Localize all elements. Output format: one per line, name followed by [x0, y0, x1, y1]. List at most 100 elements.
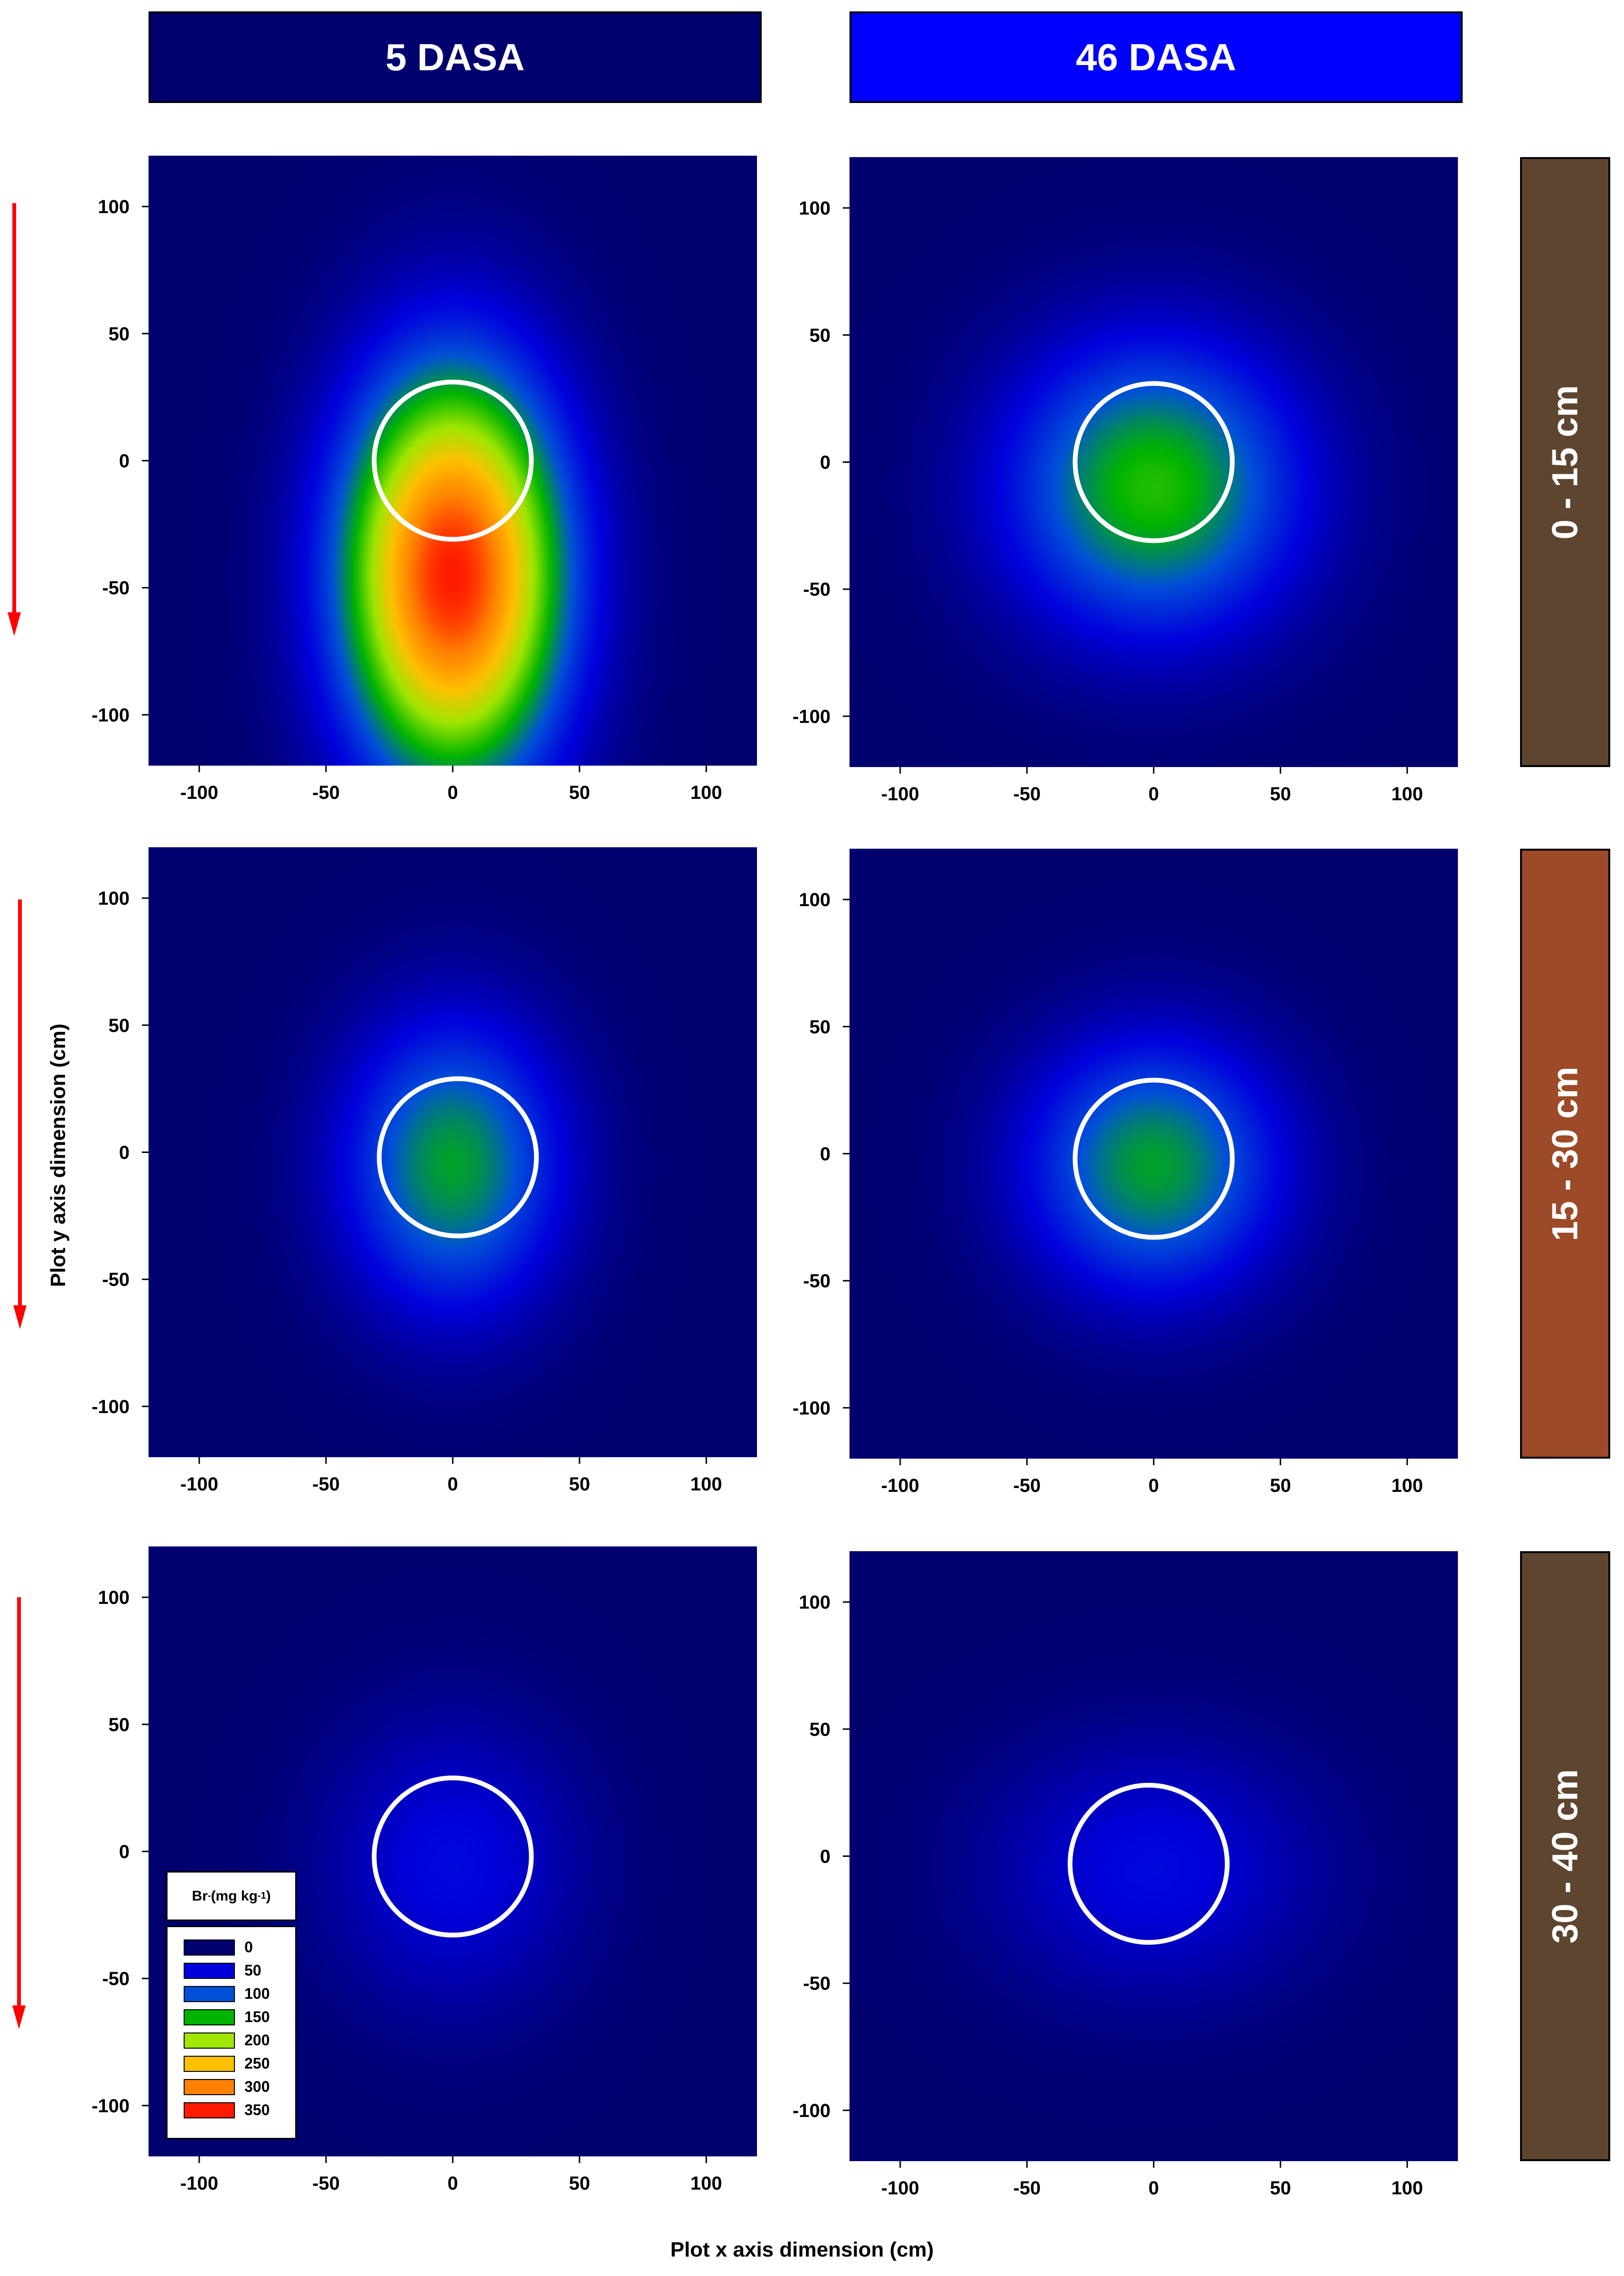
depth-box-0-15: 0 - 15 cm — [1520, 157, 1610, 767]
legend-swatch — [184, 1939, 235, 1956]
depth-label: 30 - 40 cm — [1545, 1769, 1586, 1944]
heatmap-panel-46dasa-0-15: -100 -50 0 50 100 100 50 0 -50 -100 — [793, 157, 1458, 805]
x-tick-label: -100 — [180, 2173, 218, 2194]
x-tick-label: 100 — [691, 2173, 722, 2194]
x-tick-label: -50 — [312, 2173, 340, 2194]
legend-title-unit-exponent: -1 — [257, 1891, 266, 1901]
color-legend: Br - (mg kg -1) 0 50 100 150 200 250 300 3… — [166, 1871, 297, 2139]
x-tick-label: 50 — [1270, 2178, 1291, 2199]
y-tick-label: 100 — [799, 890, 831, 910]
down-arrow-icon — [12, 1597, 26, 2029]
sampling-ring — [1067, 1782, 1230, 1945]
legend-label: 0 — [244, 1939, 253, 1956]
sampling-ring — [372, 379, 534, 542]
y-tick-label: -50 — [803, 1973, 831, 1994]
legend-label: 300 — [244, 2078, 270, 2095]
heatmap-field — [849, 849, 1458, 1459]
y-tick-label: -50 — [102, 1269, 130, 1290]
heatmap-panel-46dasa-30-40: -100 -50 0 50 100 100 50 0 -50 -100 — [793, 1551, 1458, 2199]
depth-box-30-40: 30 - 40 cm — [1520, 1551, 1610, 2161]
y-tick-label: 0 — [820, 1846, 831, 1867]
legend-swatch — [184, 2032, 235, 2049]
legend-entry: 0 — [168, 1936, 295, 1959]
sampling-ring — [1073, 381, 1235, 543]
y-tick-label: -50 — [102, 578, 130, 599]
depth-box-15-30: 15 - 30 cm — [1520, 849, 1610, 1459]
column-header-46-dasa: 46 DASA — [849, 11, 1463, 103]
x-tick-label: 0 — [1148, 2178, 1159, 2199]
x-tick-label: 0 — [1148, 784, 1159, 805]
x-tick-label: -100 — [180, 782, 218, 803]
x-tick-label: -50 — [312, 782, 340, 803]
depth-label: 0 - 15 cm — [1545, 384, 1586, 540]
x-tick-label: 100 — [1391, 2178, 1423, 2199]
y-tick-label: 50 — [810, 1719, 831, 1740]
legend-entries: 0 50 100 150 200 250 300 350 — [166, 1926, 297, 2139]
legend-label: 50 — [244, 1962, 261, 1979]
y-tick-label: 50 — [810, 325, 831, 346]
down-arrow-icon — [8, 203, 21, 636]
sampling-ring — [377, 1076, 539, 1238]
x-axis-title: Plot x axis dimension (cm) — [670, 2238, 934, 2261]
legend-label: 350 — [244, 2101, 270, 2118]
y-tick-label: -100 — [92, 705, 130, 726]
legend-title-symbol: Br — [192, 1888, 208, 1904]
x-tick-label: 50 — [569, 1474, 590, 1495]
down-arrow-icon — [13, 899, 27, 1329]
x-tick-label: 50 — [569, 2173, 590, 2194]
column-header-5-dasa: 5 DASA — [149, 11, 762, 103]
x-tick-label: -50 — [1013, 2178, 1041, 2199]
legend-entry: 350 — [168, 2098, 295, 2122]
y-tick-label: 100 — [799, 1592, 831, 1613]
heatmap-field — [849, 157, 1458, 767]
x-tick-label: -50 — [1013, 784, 1041, 805]
legend-label: 100 — [244, 1985, 270, 2002]
sampling-ring — [1073, 1077, 1235, 1240]
y-tick-label: 0 — [820, 1144, 831, 1165]
x-tick-label: 50 — [569, 782, 590, 803]
legend-entry: 150 — [168, 2005, 295, 2029]
legend-swatch — [184, 1986, 235, 2002]
y-tick-label: -50 — [102, 1968, 130, 1989]
x-tick-label: -50 — [1013, 1475, 1041, 1496]
y-tick-label: -100 — [92, 2096, 130, 2117]
legend-title-unit: (mg kg — [211, 1888, 258, 1904]
y-tick-label: 0 — [119, 451, 130, 472]
legend-swatch — [184, 1962, 235, 1979]
depth-label: 15 - 30 cm — [1545, 1066, 1586, 1241]
depth-arrows — [8, 203, 27, 2029]
y-tick-label: 50 — [810, 1017, 831, 1038]
y-tick-label: -50 — [803, 579, 831, 600]
heatmap-field — [149, 156, 757, 766]
legend-entry: 300 — [168, 2075, 295, 2098]
x-tick-label: 0 — [448, 2173, 458, 2194]
y-tick-label: -100 — [793, 2100, 831, 2121]
legend-swatch — [184, 2102, 235, 2118]
y-tick-label: 100 — [98, 197, 130, 217]
x-tick-label: 0 — [1148, 1475, 1159, 1496]
y-tick-label: 50 — [109, 324, 130, 345]
x-tick-label: 100 — [691, 782, 722, 803]
x-tick-label: -100 — [881, 2178, 919, 2199]
y-tick-label: -100 — [92, 1396, 130, 1417]
legend-swatch — [184, 2079, 235, 2095]
y-tick-label: -100 — [793, 706, 831, 727]
y-tick-label: 0 — [820, 452, 831, 473]
y-tick-label: -50 — [803, 1271, 831, 1292]
legend-swatch — [184, 2055, 235, 2072]
column-header-label: 5 DASA — [385, 36, 525, 78]
x-tick-label: -100 — [881, 784, 919, 805]
x-tick-label: 100 — [1391, 784, 1423, 805]
x-tick-label: 100 — [691, 1474, 722, 1495]
y-tick-label: 50 — [109, 1015, 130, 1036]
heatmap-panel-5dasa-15-30: -100 -50 0 50 100 100 50 0 -50 -100 — [92, 847, 757, 1495]
x-tick-label: -100 — [180, 1474, 218, 1495]
legend-title-close: ) — [266, 1888, 271, 1904]
y-tick-label: 100 — [98, 888, 130, 909]
x-tick-label: 100 — [1391, 1475, 1423, 1496]
legend-swatch — [184, 2009, 235, 2025]
y-tick-label: 100 — [98, 1587, 130, 1608]
legend-title-charge: - — [207, 1891, 211, 1901]
heatmap-field — [149, 847, 757, 1457]
x-tick-label: 0 — [448, 1474, 458, 1495]
